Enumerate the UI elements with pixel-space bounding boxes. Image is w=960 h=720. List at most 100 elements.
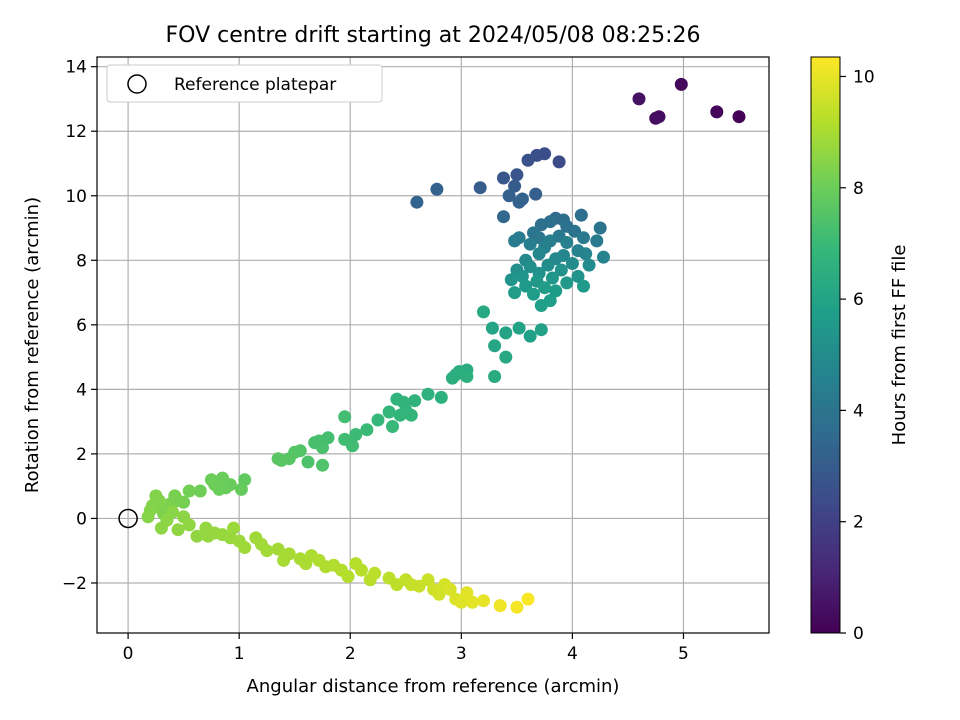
- data-point: [732, 110, 746, 124]
- y-tick-label: 8: [76, 251, 87, 271]
- data-point: [410, 195, 424, 209]
- data-point: [488, 339, 502, 353]
- data-point: [421, 573, 435, 587]
- data-point: [552, 155, 566, 169]
- colorbar-tick-label: 0: [853, 624, 864, 644]
- data-point: [238, 541, 252, 554]
- data-point: [182, 484, 196, 498]
- data-point: [316, 458, 329, 472]
- data-point: [260, 544, 274, 558]
- data-point: [473, 181, 487, 195]
- y-tick-label: −2: [62, 574, 87, 594]
- data-point: [523, 260, 537, 274]
- data-point: [497, 171, 510, 185]
- colorbar-tick-label: 8: [853, 179, 864, 199]
- x-tick-label: 0: [123, 644, 134, 664]
- data-point: [527, 287, 540, 301]
- x-axis-label: Angular distance from reference (arcmin): [247, 676, 620, 697]
- data-point: [582, 258, 596, 272]
- data-point: [529, 187, 543, 201]
- data-point: [477, 594, 490, 608]
- data-point: [182, 518, 196, 532]
- reference-point: [118, 508, 138, 529]
- data-point: [404, 408, 418, 422]
- data-point: [454, 595, 468, 609]
- chart-title: FOV centre drift starting at 2024/05/08 …: [166, 23, 701, 48]
- data-point: [141, 510, 155, 524]
- x-tick-label: 2: [345, 644, 356, 664]
- colorbar-tick-label: 2: [853, 513, 864, 533]
- data-point: [565, 257, 579, 270]
- data-point: [432, 587, 446, 601]
- data-point: [485, 321, 499, 335]
- data-point: [227, 521, 241, 535]
- data-point: [368, 566, 382, 580]
- data-point: [271, 452, 285, 466]
- y-tick-label: 12: [65, 122, 87, 142]
- y-tick-label: 14: [65, 58, 87, 78]
- data-point: [346, 439, 359, 453]
- data-point: [508, 234, 522, 248]
- y-tick-label: 0: [76, 509, 87, 529]
- colorbar-tick-label: 6: [853, 290, 864, 310]
- plot-frame: [96, 56, 770, 634]
- data-point: [579, 247, 593, 261]
- x-tick-label: 3: [456, 644, 467, 664]
- data-point: [534, 323, 548, 337]
- data-point: [301, 455, 315, 469]
- data-point: [190, 529, 204, 543]
- data-point: [502, 189, 516, 203]
- data-point: [316, 441, 329, 454]
- data-point: [354, 563, 368, 577]
- y-tick-label: 4: [76, 380, 87, 400]
- data-point: [386, 420, 399, 433]
- colorbar: [810, 56, 841, 634]
- plot-background: [97, 57, 769, 633]
- data-point: [549, 284, 563, 298]
- data-point: [360, 423, 374, 437]
- data-point: [510, 168, 524, 182]
- data-point: [545, 271, 559, 285]
- y-axis-ticks: −2 0 2 4 6 8 10 12 14: [62, 58, 97, 594]
- data-point: [460, 586, 474, 600]
- data-point: [590, 234, 604, 248]
- data-point: [488, 370, 502, 383]
- data-point: [710, 105, 724, 119]
- data-point: [532, 247, 546, 261]
- data-point: [504, 273, 518, 287]
- grid-lines: [97, 57, 769, 633]
- legend-box: [106, 64, 383, 103]
- data-point: [508, 179, 522, 193]
- data-point: [282, 547, 296, 561]
- data-point: [510, 600, 524, 614]
- data-point: [499, 350, 513, 364]
- data-point: [349, 428, 363, 441]
- data-point: [171, 523, 185, 537]
- x-tick-label: 4: [567, 644, 578, 664]
- data-point: [465, 595, 479, 609]
- data-point: [577, 279, 590, 293]
- x-tick-label: 5: [678, 644, 689, 664]
- data-point: [674, 77, 688, 91]
- data-point: [271, 542, 285, 556]
- legend: Reference platepar: [106, 64, 383, 103]
- data-point: [515, 192, 529, 206]
- y-tick-label: 2: [76, 445, 87, 465]
- colorbar-ticks: 0 2 4 6 8 10: [840, 67, 875, 644]
- data-point: [393, 408, 407, 422]
- data-point: [460, 370, 474, 383]
- data-point: [477, 305, 490, 319]
- x-axis-ticks: 0 1 2 3 4 5: [123, 633, 689, 664]
- data-point: [632, 92, 646, 106]
- data-point: [519, 279, 533, 293]
- data-point: [390, 392, 404, 406]
- data-point: [577, 231, 590, 245]
- data-point: [538, 281, 552, 295]
- x-tick-label: 1: [234, 644, 245, 664]
- data-point: [430, 182, 444, 196]
- data-point: [204, 473, 218, 487]
- data-point: [532, 231, 546, 245]
- data-point: [193, 484, 207, 498]
- colorbar-label: Hours from first FF file: [889, 245, 910, 446]
